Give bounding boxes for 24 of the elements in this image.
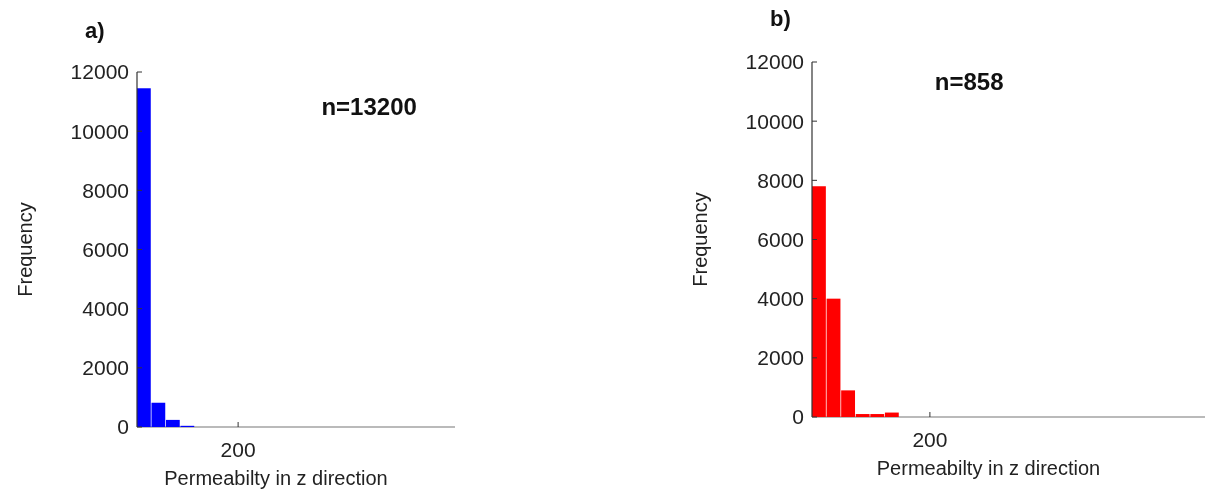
y-tick-label: 12000 [745, 50, 804, 74]
y-tick-label: 2000 [82, 356, 129, 380]
y-tick-label: 12000 [70, 60, 129, 84]
text: 200 [220, 438, 256, 461]
y-tick-label: 8000 [82, 178, 129, 202]
y-tick-label: 10000 [70, 119, 129, 143]
y-tick-label: 2000 [757, 346, 804, 370]
y-tick-label: 4000 [757, 287, 804, 311]
y-tick-label: 0 [792, 405, 804, 429]
x-axis-title: Permeabilty in z direction [876, 457, 1101, 479]
text: 200 [912, 428, 948, 451]
chart-title: b) [770, 6, 791, 31]
annotation: n=13200 [321, 92, 417, 120]
y-tick-label: 6000 [82, 237, 129, 261]
annotation: n=858 [934, 68, 1004, 96]
chart-title: a) [85, 18, 105, 43]
y-axis-title: Frequency [689, 192, 711, 287]
y-tick-label: 0 [117, 415, 129, 439]
y-tick-label: 8000 [757, 168, 804, 192]
y-tick-label: 6000 [757, 227, 804, 251]
y-axis-title: Frequency [14, 202, 36, 297]
x-axis-title: Permeabilty in z direction [164, 467, 388, 489]
y-tick-label: 4000 [82, 297, 129, 321]
y-tick-label: 10000 [745, 109, 804, 133]
